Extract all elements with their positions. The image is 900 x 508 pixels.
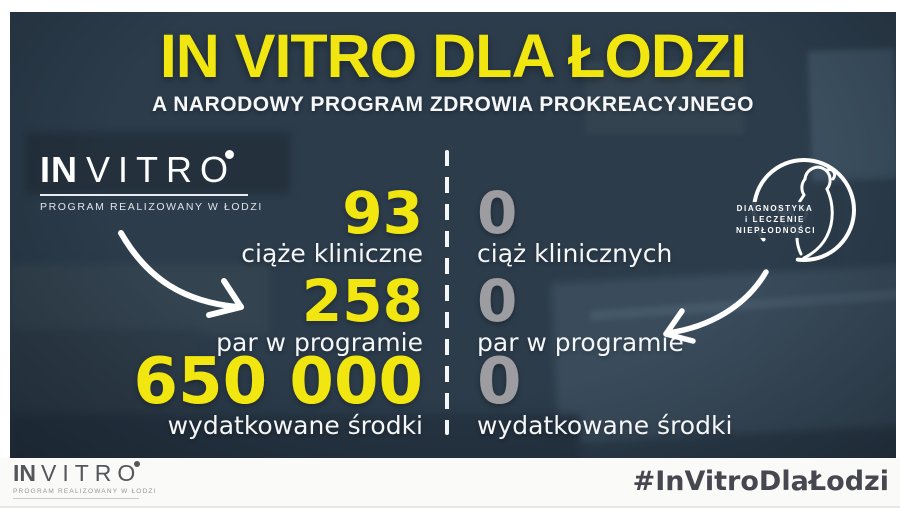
footer-logo-tagline: PROGRAM REALIZOWANY W ŁODZI — [13, 488, 157, 495]
hashtag-text: #InVitroDlaŁodzi — [632, 466, 889, 497]
stat-value-lodz-funds: 650 000 — [133, 345, 423, 419]
main-panel: IN VITRO DLA ŁODZI A NARODOWY PROGRAM ZD… — [10, 12, 896, 458]
clinic-logo-line3: NIEPŁODNOŚCI — [736, 225, 817, 235]
stat-label-lodz-pregnancies: ciąże kliniczne — [241, 239, 423, 268]
stat-label-national-couples: par w programie — [477, 328, 684, 357]
footer-invitro-logo: IN VITRO PROGRAM REALIZOWANY W ŁODZI — [13, 460, 157, 499]
invitro-logo-bold: IN — [40, 149, 78, 190]
page-title: IN VITRO DLA ŁODZI — [159, 22, 747, 90]
invitro-logo-tagline: PROGRAM REALIZOWANY W ŁODZI — [40, 201, 263, 213]
cell-dot-icon — [225, 150, 235, 159]
stat-value-national-couples: 0 — [477, 267, 518, 335]
stat-label-national-funds: wydatkowane środki — [477, 411, 733, 440]
footer-bar: IN VITRO PROGRAM REALIZOWANY W ŁODZI #InV… — [0, 458, 900, 508]
footer-logo-bold: IN — [13, 460, 36, 486]
stat-value-lodz-couples: 258 — [301, 267, 423, 335]
stat-value-national-pregnancies: 0 — [477, 179, 518, 247]
clinic-logo-text: DIAGNOSTYKA i LECZENIE NIEPŁODNOŚCI — [736, 202, 817, 239]
footer-logo-wordmark: IN VITRO — [13, 460, 142, 486]
stat-label-national-pregnancies: ciąż klinicznych — [477, 239, 673, 268]
stat-label-lodz-couples: par w programie — [216, 328, 423, 357]
page-subtitle: A NARODOWY PROGRAM ZDROWIA PROKREACYJNEG… — [152, 93, 754, 116]
invitro-logo-wordmark: IN VITRO — [40, 149, 237, 190]
clinic-logo-line1: DIAGNOSTYKA — [736, 204, 814, 213]
footer-logo-light: VITRO — [41, 460, 142, 486]
header: IN VITRO DLA ŁODZI A NARODOWY PROGRAM ZD… — [10, 22, 896, 117]
stat-label-lodz-funds: wydatkowane środki — [167, 411, 423, 440]
dashed-divider — [445, 150, 449, 435]
footer-logo-rule — [13, 498, 139, 499]
invitro-logo-light: VITRO — [86, 149, 237, 190]
stat-value-national-funds: 0 — [477, 345, 522, 419]
invitro-logo: IN VITRO PROGRAM REALIZOWANY W ŁODZI — [40, 149, 263, 213]
logo-divider-line — [40, 194, 248, 196]
footer-cell-dot-icon — [134, 461, 141, 467]
clinic-logo-line2: i LECZENIE — [744, 214, 805, 224]
stat-value-lodz-pregnancies: 93 — [342, 179, 423, 247]
